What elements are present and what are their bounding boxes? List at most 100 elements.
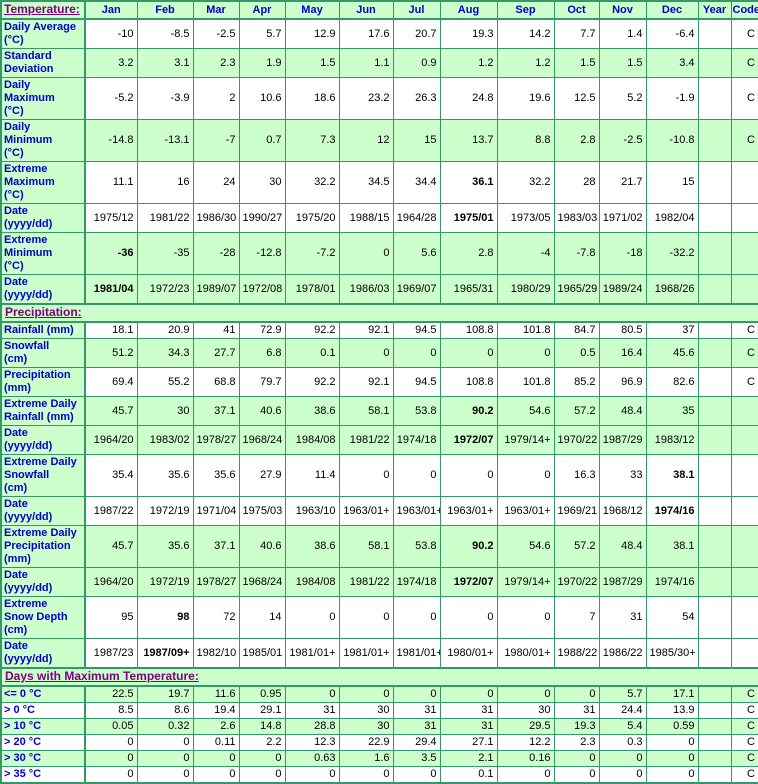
year-cell — [697, 232, 732, 275]
code-cell — [730, 454, 758, 497]
table-row: Daily Minimum (°C) -14.8 -13.1 -7 0.7 7.3 12 15… — [0, 119, 758, 162]
data-cell: 1981/01+ — [284, 638, 340, 669]
data-cell: 90.2 — [439, 396, 498, 426]
data-cell: 1.5 — [598, 48, 647, 78]
code-cell — [730, 525, 758, 568]
table-row: Date (yyyy/dd) 1975/12 1981/22 1986/30 1990/… — [0, 203, 758, 233]
data-cell: 19.6 — [496, 77, 555, 120]
data-cell: 0 — [284, 596, 340, 639]
table-row: Standard Deviation 3.2 3.1 2.3 1.9 1.5 1.1 0.9 1… — [0, 48, 758, 78]
section-link-precipitation[interactable]: Precipitation: — [5, 305, 82, 319]
data-cell: 0 — [136, 766, 194, 784]
data-cell: 12.3 — [284, 734, 340, 751]
data-cell: 92.2 — [284, 367, 340, 397]
table-row: Daily Maximum (°C) -5.2 -3.9 2 10.6 18.6 23.2 2… — [0, 77, 758, 120]
data-cell: -7.2 — [284, 232, 340, 275]
data-cell: 11.6 — [192, 685, 240, 703]
data-cell: 1.5 — [284, 48, 340, 78]
data-cell: 1990/27 — [238, 203, 286, 233]
data-cell: 16.4 — [598, 338, 647, 368]
data-cell: 1972/07 — [439, 425, 498, 455]
month-header: Sep — [496, 0, 555, 20]
data-cell: 31 — [598, 596, 647, 639]
data-cell: 1972/19 — [136, 496, 194, 526]
row-label: Daily Maximum (°C) — [0, 77, 86, 120]
data-cell: 1965/29 — [553, 274, 600, 305]
data-cell: 0 — [392, 454, 441, 497]
data-cell: 1987/29 — [598, 567, 647, 597]
table-row: Extreme Daily Rainfall (mm) 45.7 30 37.1 40.… — [0, 396, 758, 426]
data-cell: 31 — [392, 702, 441, 719]
data-cell: 1981/22 — [136, 203, 194, 233]
data-cell: 45.7 — [84, 396, 138, 426]
data-cell: 68.8 — [192, 367, 240, 397]
row-label: Standard Deviation — [0, 48, 86, 78]
month-header: Dec — [645, 0, 699, 20]
data-cell: 0 — [284, 766, 340, 784]
data-cell: 27.7 — [192, 338, 240, 368]
row-label: > 35 °C — [0, 766, 86, 784]
data-cell: 0.3 — [598, 734, 647, 751]
row-label: Extreme Snow Depth (cm) — [0, 596, 86, 639]
data-cell: 0 — [598, 766, 647, 784]
code-cell — [730, 425, 758, 455]
code-cell — [730, 638, 758, 669]
row-label: Extreme Daily Rainfall (mm) — [0, 396, 86, 426]
data-cell: 1981/22 — [338, 567, 394, 597]
data-cell: 94.5 — [392, 367, 441, 397]
data-cell: 8.8 — [496, 119, 555, 162]
year-cell — [697, 425, 732, 455]
section-link-days-with-maximum-temperature[interactable]: Days with Maximum Temperature: — [5, 669, 199, 683]
month-header: Jul — [392, 0, 441, 20]
data-cell: 31 — [553, 702, 600, 719]
data-cell: 1975/03 — [238, 496, 286, 526]
data-cell: 1979/14+ — [496, 567, 555, 597]
row-label: Extreme Daily Snowfall (cm) — [0, 454, 86, 497]
data-cell: -6.4 — [645, 18, 699, 49]
data-cell: 1972/19 — [136, 567, 194, 597]
data-cell: 1987/29 — [598, 425, 647, 455]
data-cell: 1970/22 — [553, 425, 600, 455]
table-row: Daily Average (°C) -10 -8.5 -2.5 5.7 12.9 17.6… — [0, 18, 758, 49]
code-cell — [730, 161, 758, 204]
data-cell: 1963/10 — [284, 496, 340, 526]
code-cell: C — [730, 702, 758, 719]
row-label: Snowfall (cm) — [0, 338, 86, 368]
data-cell: 24 — [192, 161, 240, 204]
data-cell: 98 — [136, 596, 194, 639]
year-cell — [697, 367, 732, 397]
code-cell: C — [730, 766, 758, 784]
table-row: Date (yyyy/dd) 1987/22 1972/19 1971/04 1975/… — [0, 496, 758, 526]
data-cell: 1963/01+ — [392, 496, 441, 526]
code-cell: C — [730, 18, 758, 49]
code-cell: C — [730, 338, 758, 368]
data-cell: 0 — [136, 734, 194, 751]
month-header: Mar — [192, 0, 240, 20]
year-cell — [697, 338, 732, 368]
data-cell: 0 — [645, 766, 699, 784]
data-cell: 38.6 — [284, 396, 340, 426]
data-cell: 0 — [496, 596, 555, 639]
data-cell: 17.6 — [338, 18, 394, 49]
row-label: Date (yyyy/dd) — [0, 425, 86, 455]
row-label: <= 0 °C — [0, 685, 86, 703]
data-cell: 1978/27 — [192, 567, 240, 597]
data-cell: 1972/23 — [136, 274, 194, 305]
data-cell: 1980/01+ — [496, 638, 555, 669]
data-cell: 15 — [392, 119, 441, 162]
data-cell: 1969/07 — [392, 274, 441, 305]
section-link-temperature[interactable]: Temperature: — [4, 2, 80, 16]
data-cell: 1979/14+ — [496, 425, 555, 455]
data-cell: 0.63 — [284, 750, 340, 767]
data-cell: 45.7 — [84, 525, 138, 568]
data-cell: 7.3 — [284, 119, 340, 162]
data-cell: 0.59 — [645, 718, 699, 735]
data-cell: 2 — [192, 77, 240, 120]
data-cell: 0 — [496, 454, 555, 497]
month-header: Feb — [136, 0, 194, 20]
table-row: > 35 °C 0 0 0 0 0 0 0 0.1 0 0 0 0 C — [0, 766, 758, 784]
data-cell: -32.2 — [645, 232, 699, 275]
year-cell — [697, 702, 732, 719]
year-cell — [697, 525, 732, 568]
data-cell: 1.2 — [496, 48, 555, 78]
